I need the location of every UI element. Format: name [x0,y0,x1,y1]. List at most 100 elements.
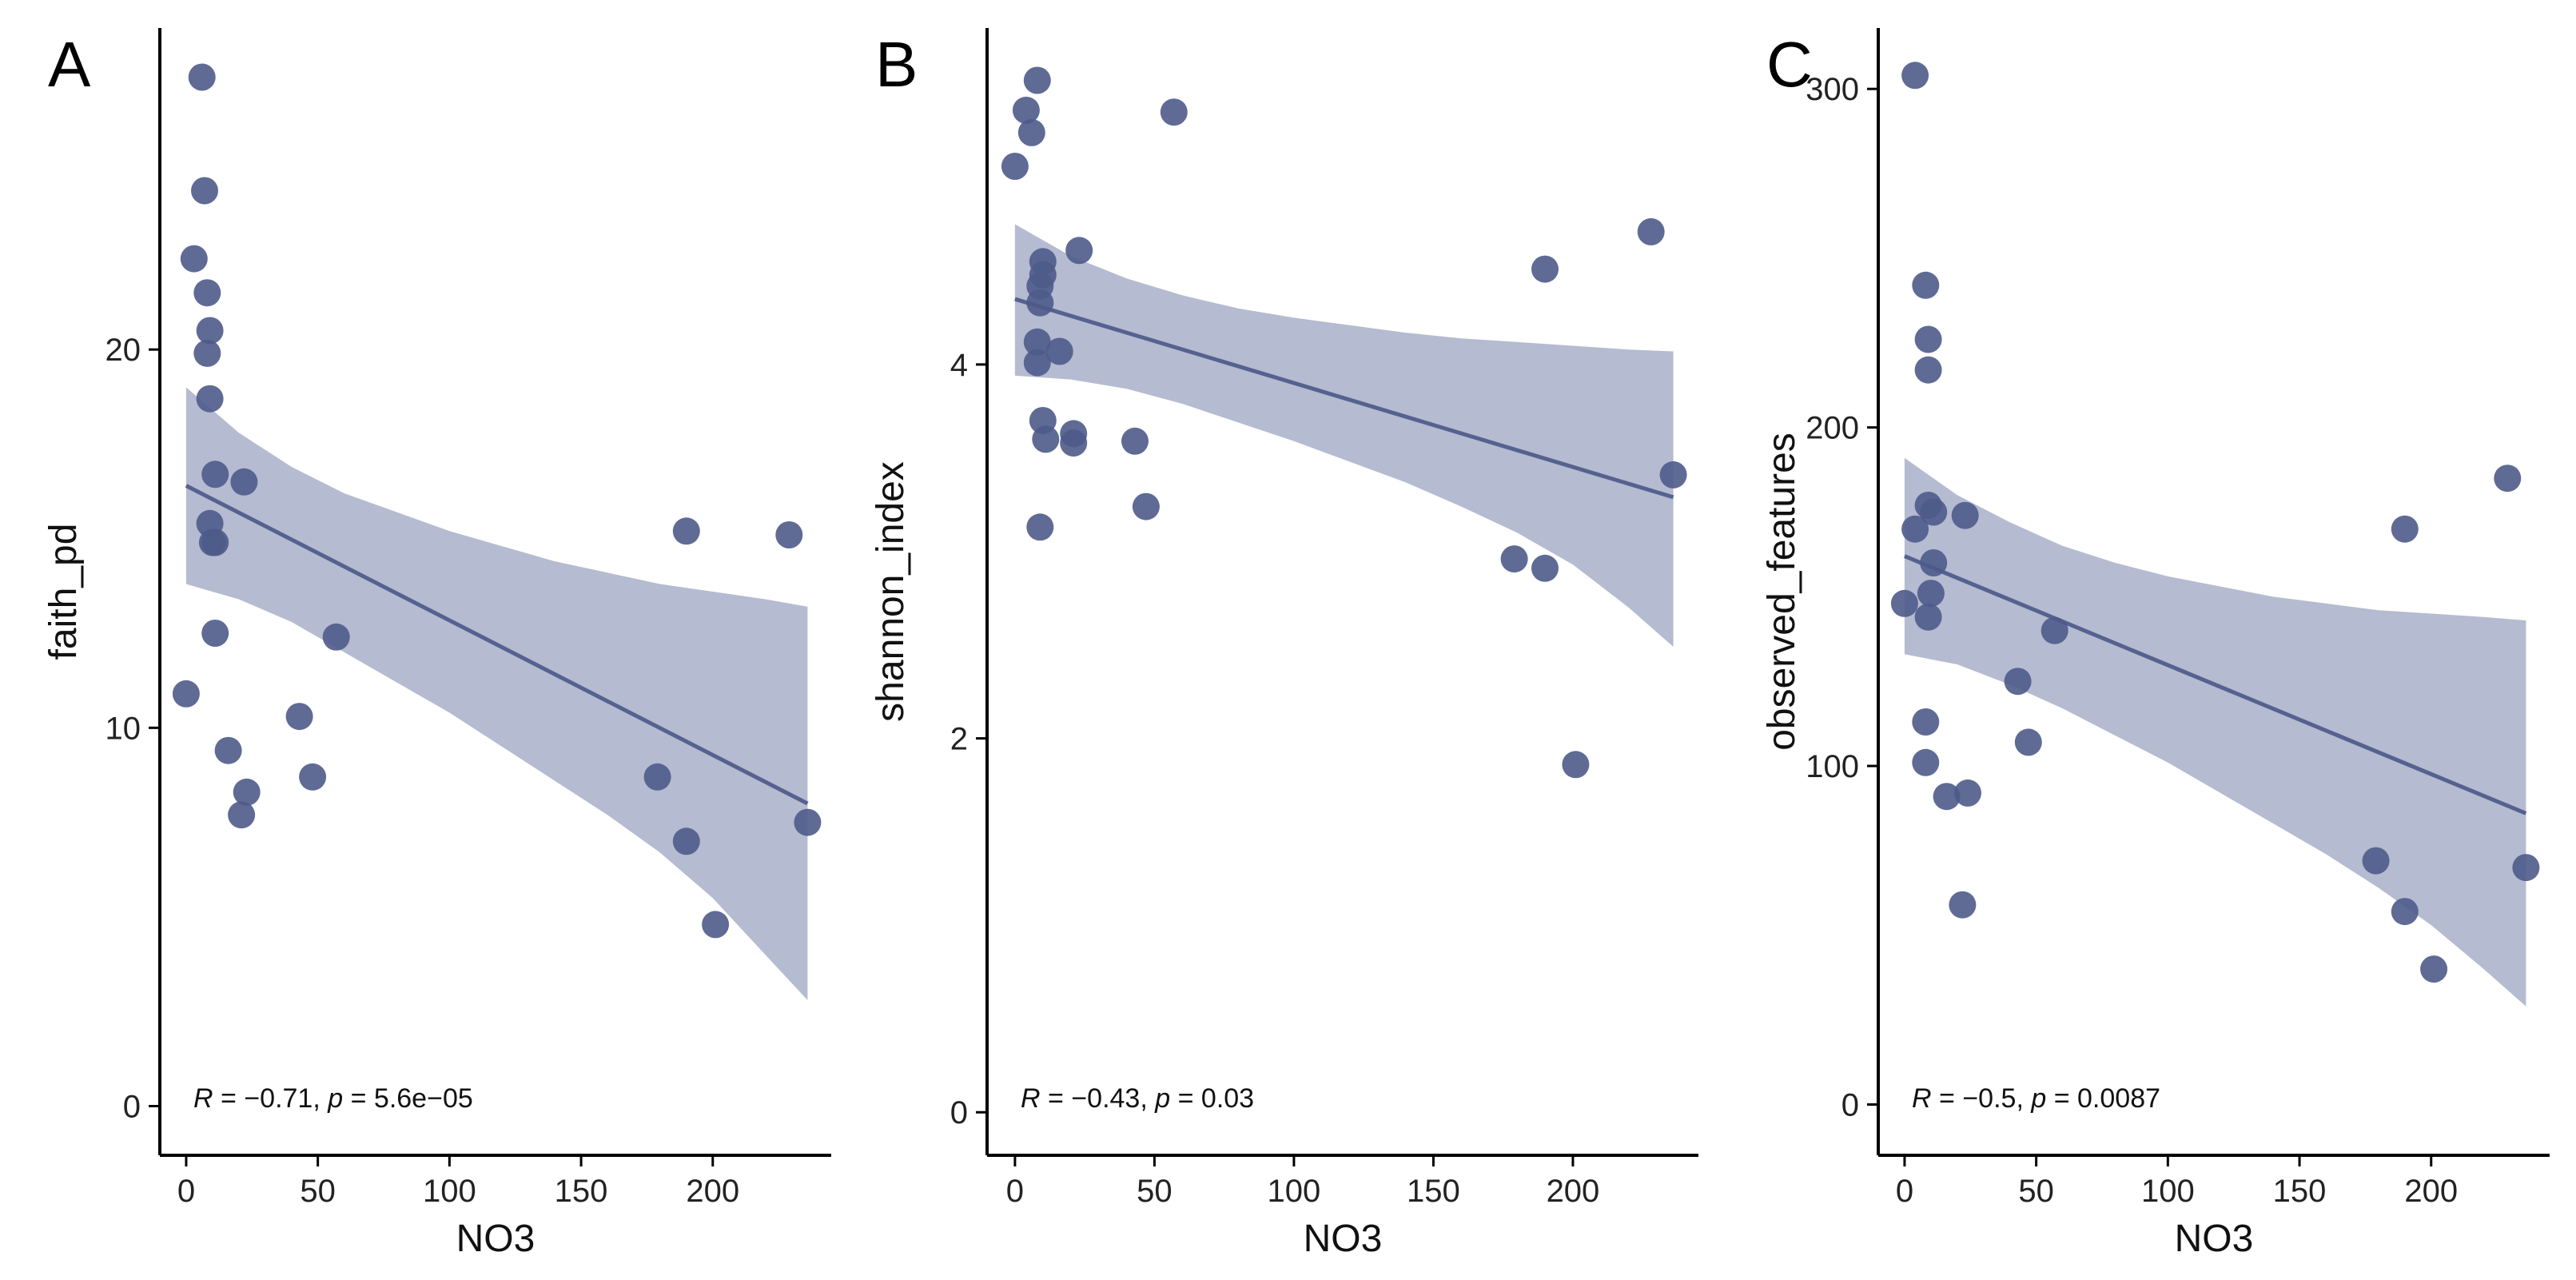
data-point [1920,549,1948,576]
data-point [2362,847,2390,875]
x-axis-title: NO3 [456,1218,536,1260]
x-axis-title: NO3 [2175,1218,2254,1260]
data-point [1637,217,1665,245]
y-tick-label: 100 [1806,749,1859,784]
data-point [1160,98,1188,126]
stat-part: = [343,1083,374,1114]
x-axis-title: NO3 [1304,1218,1383,1260]
x-tick-label: 100 [2141,1174,2195,1209]
data-point [1012,96,1040,124]
data-point [1890,589,1918,617]
data-point [794,808,822,836]
data-point [1912,748,1940,776]
data-point [1060,429,1088,457]
data-point [201,528,229,556]
data-point [1023,328,1051,356]
x-tick-label: 0 [1896,1174,1913,1209]
stat-part: , [2016,1083,2031,1114]
data-point [193,279,221,307]
data-point [2494,465,2522,492]
stat-part: R [193,1083,213,1114]
data-point [1029,261,1057,289]
stat-part: , [1140,1083,1155,1114]
data-point [702,911,730,939]
regression-line [185,484,809,806]
data-point [2391,898,2419,926]
data-point [1562,751,1590,779]
data-point [196,317,224,345]
data-point [1951,501,1979,529]
data-point [230,468,258,496]
data-point [1065,237,1093,265]
data-point [201,461,229,488]
y-tick-label: 0 [950,1095,968,1130]
data-point [1001,153,1029,180]
stat-part: p [2030,1083,2046,1114]
data-point [1914,325,1942,353]
data-point [1914,356,1942,384]
panel-c: 0 50 100 150 200 0 100 200 300 NO3 observed_featur… [1761,28,2550,1260]
x-tick-label: 100 [1268,1174,1321,1209]
data-point [1032,425,1060,453]
data-point [2040,616,2068,644]
x-tick-label: 200 [1547,1174,1600,1209]
stat-part: = [213,1083,245,1114]
data-point [1912,271,1940,299]
data-point [1121,427,1149,455]
x-tick-label: 0 [1006,1174,1024,1209]
data-point [1531,255,1559,283]
data-point [1045,337,1073,365]
data-point [201,620,229,647]
y-axis-title: observed_features [1761,433,1803,751]
stat-part: −0.71 [244,1083,313,1114]
confidence-band [1014,224,1674,647]
y-tick-label: 0 [123,1089,141,1124]
data-point [196,385,224,413]
data-point [1914,603,1942,631]
data-point [1023,66,1051,94]
data-point [643,763,671,791]
data-point [285,703,313,731]
y-axis-title: faith_pd [42,524,85,660]
data-point [2512,854,2540,882]
data-point [172,680,200,708]
data-point [1023,349,1051,377]
panel-label: A [48,29,91,100]
panel-label: B [875,29,918,100]
data-point [322,623,350,651]
data-point [191,177,218,205]
stat-part: 0.0087 [2077,1083,2160,1114]
data-point [214,736,242,764]
data-point [1500,545,1528,573]
data-point [1017,118,1045,146]
data-point [1912,708,1940,736]
data-point [233,778,261,806]
panel-b: 0 50 100 150 200 0 2 4 NO3 shannon_index B R = −0.4… [870,28,1698,1260]
y-tick-label: 4 [950,348,968,383]
confidence-band [185,387,808,1000]
correlation-stats: R = −0.5, p = 0.0087 [1912,1083,2160,1114]
y-tick-label: 2 [950,722,968,757]
data-point [1531,554,1559,582]
stat-part: = [1170,1083,1201,1114]
stat-part: p [327,1083,343,1114]
y-tick-label: 20 [106,333,141,368]
data-point [180,245,208,273]
data-point [1901,62,1929,90]
y-tick-label: 200 [1806,411,1859,446]
correlation-stats: R = −0.71, p = 5.6e−05 [193,1083,473,1114]
data-point [1933,783,1961,811]
x-tick-label: 200 [2404,1174,2458,1209]
panel-a: 0 50 100 150 200 0 10 20 NO3 faith_pd A R = −0.71, … [42,28,831,1260]
data-point [672,517,700,545]
stat-part: 0.03 [1201,1083,1254,1114]
data-point [2420,955,2448,983]
data-point [1954,779,1981,807]
data-point [1659,461,1687,488]
x-tick-label: 150 [555,1174,608,1209]
y-tick-label: 300 [1806,72,1859,107]
panel-label: C [1766,29,1813,100]
confidence-band [1904,457,2526,1007]
stat-part: 5.6e−05 [374,1083,473,1114]
